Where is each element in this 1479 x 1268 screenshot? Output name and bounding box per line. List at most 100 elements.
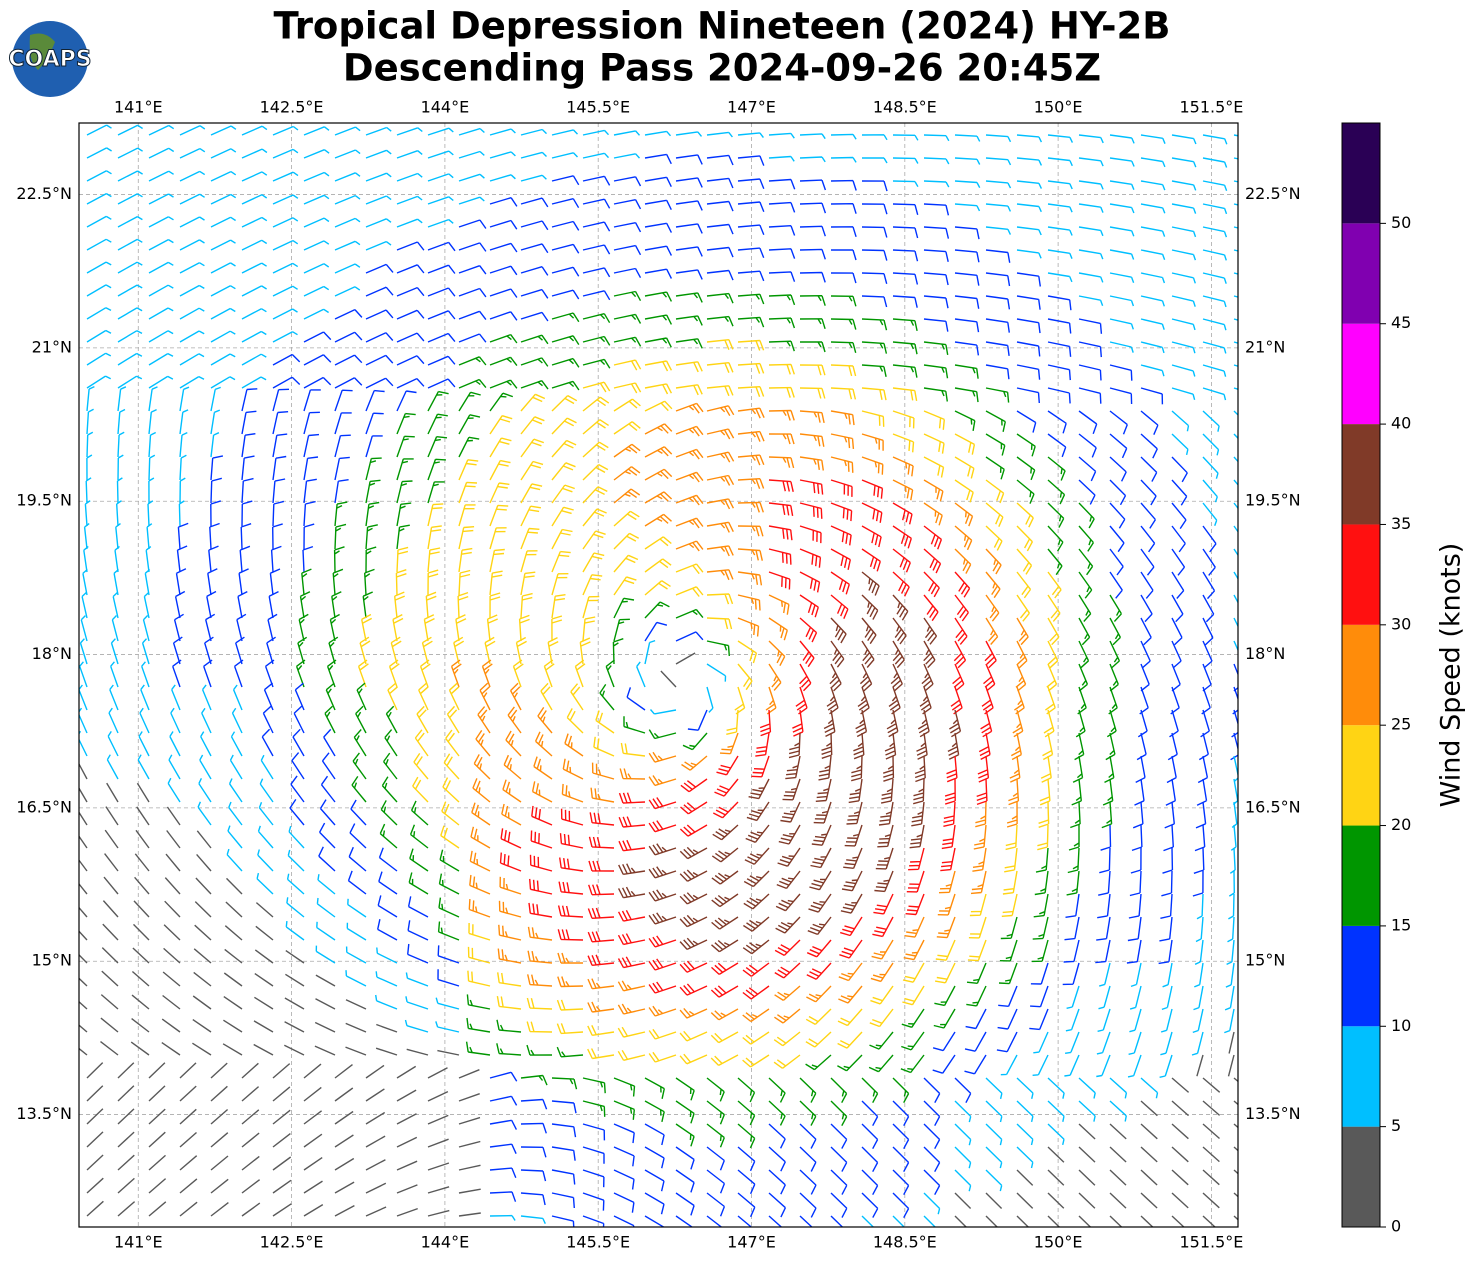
- y-tick-label: 15°N: [32, 951, 72, 970]
- wind-barb: [613, 488, 641, 504]
- wind-barb: [644, 446, 673, 458]
- wind-barb: [334, 149, 361, 159]
- wind-barb: [613, 554, 639, 573]
- wind-barb: [785, 755, 801, 780]
- wind-barb: [167, 777, 181, 803]
- wind-barb: [985, 318, 1010, 333]
- wind-barb: [737, 132, 764, 139]
- wind-barb: [564, 733, 584, 757]
- wind-barb: [1159, 1054, 1173, 1078]
- wind-barb: [86, 261, 112, 274]
- wind-barb: [985, 479, 1005, 504]
- wind-barb: [1047, 433, 1067, 458]
- wind-barb: [868, 1054, 894, 1073]
- wind-barb: [283, 1044, 305, 1056]
- wind-barb: [1202, 180, 1228, 191]
- wind-barb: [861, 525, 882, 548]
- colorbar-tick-label: 50: [1391, 213, 1411, 232]
- wind-barb: [427, 413, 448, 435]
- wind-barb: [396, 524, 410, 550]
- wind-barb: [1078, 1215, 1092, 1227]
- wind-barb: [644, 1146, 665, 1169]
- wind-barb: [241, 262, 267, 274]
- wind-barb: [82, 568, 88, 596]
- wind-barb: [1171, 594, 1184, 623]
- wind-barb: [232, 684, 243, 711]
- wind-barb: [1064, 1054, 1080, 1077]
- wind-barb: [1109, 134, 1135, 144]
- wind-barb: [80, 615, 88, 642]
- wind-barb: [1134, 778, 1145, 806]
- wind-barb: [737, 270, 765, 282]
- wind-barb: [501, 803, 522, 826]
- wind-barb: [742, 1031, 770, 1045]
- wind-barb: [438, 897, 460, 918]
- wind-barb: [985, 157, 1012, 166]
- wind-barb: [799, 1169, 817, 1195]
- wind-barb: [79, 730, 88, 757]
- wind-barb: [131, 970, 150, 987]
- wind-barb: [954, 134, 981, 142]
- wind-barb: [566, 708, 584, 734]
- wind-barb: [1161, 985, 1173, 1011]
- wind-barb: [799, 1215, 813, 1227]
- wind-barb: [978, 732, 991, 761]
- wind-barb: [902, 962, 925, 983]
- wind-barb: [208, 545, 219, 573]
- wind-barb: [617, 1026, 646, 1038]
- wind-barb: [799, 248, 826, 260]
- wind-barb: [613, 532, 640, 550]
- wind-barb: [1202, 134, 1228, 145]
- wind-barb: [303, 149, 330, 159]
- wind-barb: [443, 753, 460, 780]
- wind-barb: [644, 1215, 665, 1227]
- wind-barb: [1109, 341, 1134, 353]
- wind-barb: [203, 659, 213, 688]
- wind-barb: [328, 636, 339, 665]
- wind-barb: [954, 341, 980, 356]
- wind-barb: [196, 853, 212, 872]
- wind-barb: [161, 1018, 181, 1033]
- wind-barb: [272, 171, 299, 182]
- wind-barb: [468, 899, 491, 918]
- wind-barb: [489, 197, 518, 207]
- wind-barb: [1078, 226, 1104, 237]
- wind-barb: [107, 731, 119, 757]
- wind-barb: [396, 286, 425, 297]
- wind-barb: [768, 594, 790, 615]
- wind-barb: [923, 594, 939, 622]
- wind-barb: [774, 939, 801, 957]
- wind-barb: [570, 683, 584, 711]
- wind-barb: [892, 295, 918, 308]
- wind-barb: [303, 1110, 323, 1125]
- wind-barb: [117, 215, 143, 228]
- wind-barb: [473, 754, 491, 780]
- wind-barb: [909, 824, 925, 849]
- wind-barb: [551, 198, 580, 209]
- wind-barb: [198, 778, 212, 803]
- wind-barb: [117, 307, 143, 320]
- wind-barb: [706, 246, 734, 258]
- wind-barb: [985, 180, 1012, 189]
- wind-barb: [204, 636, 214, 665]
- wind-barb: [179, 409, 189, 435]
- wind-barb: [1171, 1169, 1189, 1186]
- wind-barb: [954, 1192, 972, 1209]
- wind-barb: [871, 939, 894, 960]
- wind-barb: [582, 419, 609, 435]
- x-tick-label: 142.5°E: [260, 1233, 324, 1252]
- wind-barb: [984, 640, 997, 669]
- wind-barb: [799, 525, 822, 544]
- wind-barb: [520, 483, 543, 504]
- wind-barb: [381, 776, 398, 803]
- wind-barb: [193, 971, 212, 987]
- wind-barb: [1233, 387, 1238, 390]
- wind-barb: [644, 1169, 665, 1192]
- wind-barb: [1202, 617, 1214, 646]
- wind-barb: [1078, 1077, 1096, 1099]
- wind-barb: [706, 569, 734, 581]
- wind-barb: [644, 383, 673, 395]
- wind-barb: [923, 226, 950, 239]
- x-tick-label: 144°E: [421, 98, 470, 117]
- y-tick-label: 21°N: [32, 337, 72, 356]
